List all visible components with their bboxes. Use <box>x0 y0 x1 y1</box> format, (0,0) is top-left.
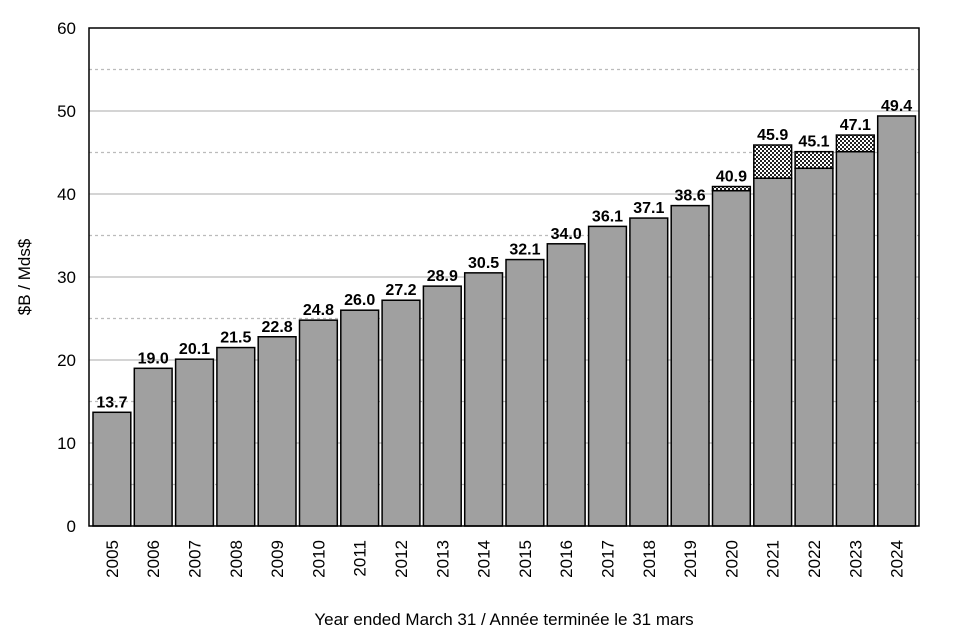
x-tick-label: 2005 <box>103 540 122 578</box>
data-label: 37.1 <box>633 200 664 217</box>
bar <box>422 285 462 527</box>
bar <box>340 309 380 527</box>
x-tick-label: 2015 <box>516 540 535 578</box>
plot-frame <box>88 27 920 527</box>
x-tick-label: 2014 <box>475 540 494 578</box>
bar <box>711 189 752 527</box>
data-label: 20.1 <box>179 341 210 358</box>
data-label: 28.9 <box>427 268 458 285</box>
data-label: 26.0 <box>344 292 375 309</box>
bar <box>670 204 710 527</box>
data-label: 45.1 <box>798 134 829 151</box>
x-tick-label: 2010 <box>309 540 328 578</box>
x-tick-label: 2018 <box>640 540 659 578</box>
y-tick-label: 30 <box>57 268 76 287</box>
x-tick-label: 2013 <box>433 540 452 578</box>
bar-segment-hatched <box>711 185 752 192</box>
y-axis-label: $B / Mds$ <box>15 238 34 315</box>
data-label: 13.7 <box>96 394 127 411</box>
data-label: 47.1 <box>840 117 871 134</box>
data-label: 32.1 <box>509 242 540 259</box>
bar <box>794 167 834 527</box>
x-tick-label: 2017 <box>599 540 618 578</box>
data-label: 19.0 <box>138 350 169 367</box>
data-labels: 13.7 19.0 20.1 21.5 22.8 24.8 26.0 27.2 28.9 30.5… <box>96 98 912 411</box>
bar-segment-hatched <box>753 144 793 179</box>
bar <box>876 115 917 527</box>
x-tick-label: 2007 <box>186 540 205 578</box>
data-label: 38.6 <box>675 188 706 205</box>
data-label: 36.1 <box>592 208 623 225</box>
bar <box>298 319 339 527</box>
bar <box>257 336 297 527</box>
bar <box>835 150 875 527</box>
data-label: 27.2 <box>385 282 416 299</box>
bars <box>92 115 917 527</box>
x-axis-label: Year ended March 31 / Année terminée le … <box>314 610 693 629</box>
x-tick-label: 2022 <box>805 540 824 578</box>
x-tick-label: 2009 <box>268 540 287 578</box>
x-tick-label: 2011 <box>351 540 370 577</box>
data-label: 40.9 <box>716 169 747 186</box>
bar <box>463 272 504 527</box>
bar <box>753 177 793 527</box>
bar <box>546 243 586 527</box>
bar-segment-hatched <box>794 150 834 170</box>
bar <box>381 299 421 527</box>
y-tick-label: 0 <box>67 517 76 536</box>
bar <box>133 367 173 527</box>
data-label: 45.9 <box>757 127 788 144</box>
data-label: 21.5 <box>220 330 251 347</box>
y-tick-label: 50 <box>57 102 76 121</box>
y-axis-ticks: 0 10 20 30 40 50 60 <box>57 19 76 536</box>
y-tick-label: 10 <box>57 434 76 453</box>
x-tick-label: 2024 <box>888 540 907 578</box>
bar <box>174 358 215 527</box>
data-label: 22.8 <box>262 319 293 336</box>
data-label: 49.4 <box>881 98 912 115</box>
x-tick-label: 2019 <box>681 540 700 578</box>
bar <box>92 411 132 527</box>
x-tick-label: 2006 <box>144 540 163 578</box>
y-tick-label: 60 <box>57 19 76 38</box>
bar-segment-hatched <box>835 134 875 153</box>
bar <box>505 258 545 527</box>
x-tick-label: 2008 <box>227 540 246 578</box>
x-axis-ticks: 2005 2006 2007 2008 2009 2010 2011 2012 2013 2014… <box>103 540 907 578</box>
data-label: 24.8 <box>303 302 334 319</box>
x-tick-label: 2020 <box>722 540 741 578</box>
x-tick-label: 2021 <box>764 540 783 578</box>
data-label: 30.5 <box>468 255 499 272</box>
bar <box>629 217 669 527</box>
x-tick-label: 2012 <box>392 540 411 578</box>
y-tick-label: 20 <box>57 351 76 370</box>
x-tick-label: 2016 <box>557 540 576 578</box>
y-tick-label: 40 <box>57 185 76 204</box>
x-tick-label: 2023 <box>846 540 865 578</box>
bar <box>216 346 256 527</box>
bar <box>587 225 628 527</box>
data-label: 34.0 <box>551 226 582 243</box>
